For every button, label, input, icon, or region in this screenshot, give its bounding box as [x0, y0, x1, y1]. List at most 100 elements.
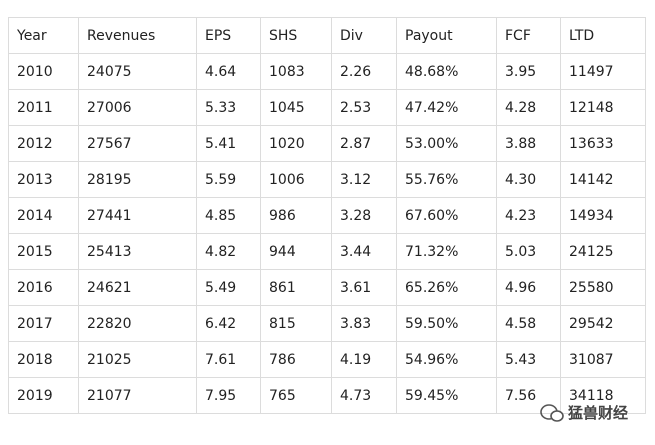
cell: 3.61	[331, 269, 397, 306]
cell: 55.76%	[396, 161, 497, 198]
cell: 65.26%	[396, 269, 497, 306]
cell: 4.28	[496, 89, 561, 126]
cell: 1006	[260, 161, 332, 198]
cell: 22820	[78, 305, 197, 342]
cell: Div	[331, 17, 397, 54]
watermark: 猛兽财经	[540, 402, 628, 423]
cell: 5.33	[196, 89, 261, 126]
cell: Year	[8, 17, 79, 54]
row: 2010 24075 4.64 1083 2.26 48.68% 3.95 11497	[8, 53, 646, 90]
cell: 67.60%	[396, 197, 497, 234]
cell: 4.96	[496, 269, 561, 306]
cell: Revenues	[78, 17, 197, 54]
cell: 4.30	[496, 161, 561, 198]
cell: 4.85	[196, 197, 261, 234]
cell: 24621	[78, 269, 197, 306]
cell: 4.58	[496, 305, 561, 342]
cell: 2018	[8, 341, 79, 378]
watermark-text: 猛兽财经	[568, 404, 629, 422]
row: 2014 27441 4.85 986 3.28 67.60% 4.23 14934	[8, 197, 646, 234]
cell: 53.00%	[396, 125, 497, 162]
cell: 815	[260, 305, 332, 342]
cell: 27441	[78, 197, 197, 234]
cell: 2016	[8, 269, 79, 306]
cell: 21025	[78, 341, 197, 378]
cell: 3.83	[331, 305, 397, 342]
cell: 1083	[260, 53, 332, 90]
watermark-icon	[540, 403, 564, 422]
cell: 2012	[8, 125, 79, 162]
cell: 2017	[8, 305, 79, 342]
cell: SHS	[260, 17, 332, 54]
cell: 11497	[560, 53, 646, 90]
cell: 1045	[260, 89, 332, 126]
cell: 29542	[560, 305, 646, 342]
cell: 4.64	[196, 53, 261, 90]
cell: 2013	[8, 161, 79, 198]
cell: 4.23	[496, 197, 561, 234]
row: 2017 22820 6.42 815 3.83 59.50% 4.58 29542	[8, 305, 646, 342]
cell: 3.95	[496, 53, 561, 90]
cell: 4.82	[196, 233, 261, 270]
cell: 2.87	[331, 125, 397, 162]
cell: 3.88	[496, 125, 561, 162]
cell: 765	[260, 377, 332, 414]
cell: 71.32%	[396, 233, 497, 270]
cell: 2011	[8, 89, 79, 126]
cell: FCF	[496, 17, 561, 54]
cell: 2014	[8, 197, 79, 234]
row: 2011 27006 5.33 1045 2.53 47.42% 4.28 12148	[8, 89, 646, 126]
cell: 5.43	[496, 341, 561, 378]
cell: 4.19	[331, 341, 397, 378]
cell: 3.12	[331, 161, 397, 198]
cell: 2019	[8, 377, 79, 414]
cell: 944	[260, 233, 332, 270]
cell: EPS	[196, 17, 261, 54]
cell: 2.26	[331, 53, 397, 90]
cell: 986	[260, 197, 332, 234]
cell: 7.56	[496, 377, 561, 414]
cell: 5.41	[196, 125, 261, 162]
cell: 7.95	[196, 377, 261, 414]
cell: 28195	[78, 161, 197, 198]
cell: Payout	[396, 17, 497, 54]
cell: 786	[260, 341, 332, 378]
cell: 14142	[560, 161, 646, 198]
cell: 27567	[78, 125, 197, 162]
row: 2013 28195 5.59 1006 3.12 55.76% 4.30 14142	[8, 161, 646, 198]
cell: 5.49	[196, 269, 261, 306]
cell: 5.59	[196, 161, 261, 198]
cell: 1020	[260, 125, 332, 162]
header-row: Year Revenues EPS SHS Div Payout FCF LTD	[8, 17, 646, 54]
cell: 31087	[560, 341, 646, 378]
cell: 3.28	[331, 197, 397, 234]
cell: 24125	[560, 233, 646, 270]
cell: 2015	[8, 233, 79, 270]
cell: 14934	[560, 197, 646, 234]
cell: 25413	[78, 233, 197, 270]
row: 2012 27567 5.41 1020 2.87 53.00% 3.88 13633	[8, 125, 646, 162]
cell: 3.44	[331, 233, 397, 270]
cell: 27006	[78, 89, 197, 126]
cell: 4.73	[331, 377, 397, 414]
cell: 2.53	[331, 89, 397, 126]
row: 2019 21077 7.95 765 4.73 59.45% 7.56 34118	[8, 377, 646, 414]
cell: 24075	[78, 53, 197, 90]
cell: 6.42	[196, 305, 261, 342]
cell: 7.61	[196, 341, 261, 378]
cell: 54.96%	[396, 341, 497, 378]
cell: 59.45%	[396, 377, 497, 414]
cell: LTD	[560, 17, 646, 54]
row: 2018 21025 7.61 786 4.19 54.96% 5.43 31087	[8, 341, 646, 378]
cell: 12148	[560, 89, 646, 126]
cell: 48.68%	[396, 53, 497, 90]
cell: 2010	[8, 53, 79, 90]
cell: 13633	[560, 125, 646, 162]
cell: 21077	[78, 377, 197, 414]
cell: 59.50%	[396, 305, 497, 342]
cell: 34118	[560, 377, 646, 414]
cell: 861	[260, 269, 332, 306]
cell: 47.42%	[396, 89, 497, 126]
cell: 25580	[560, 269, 646, 306]
